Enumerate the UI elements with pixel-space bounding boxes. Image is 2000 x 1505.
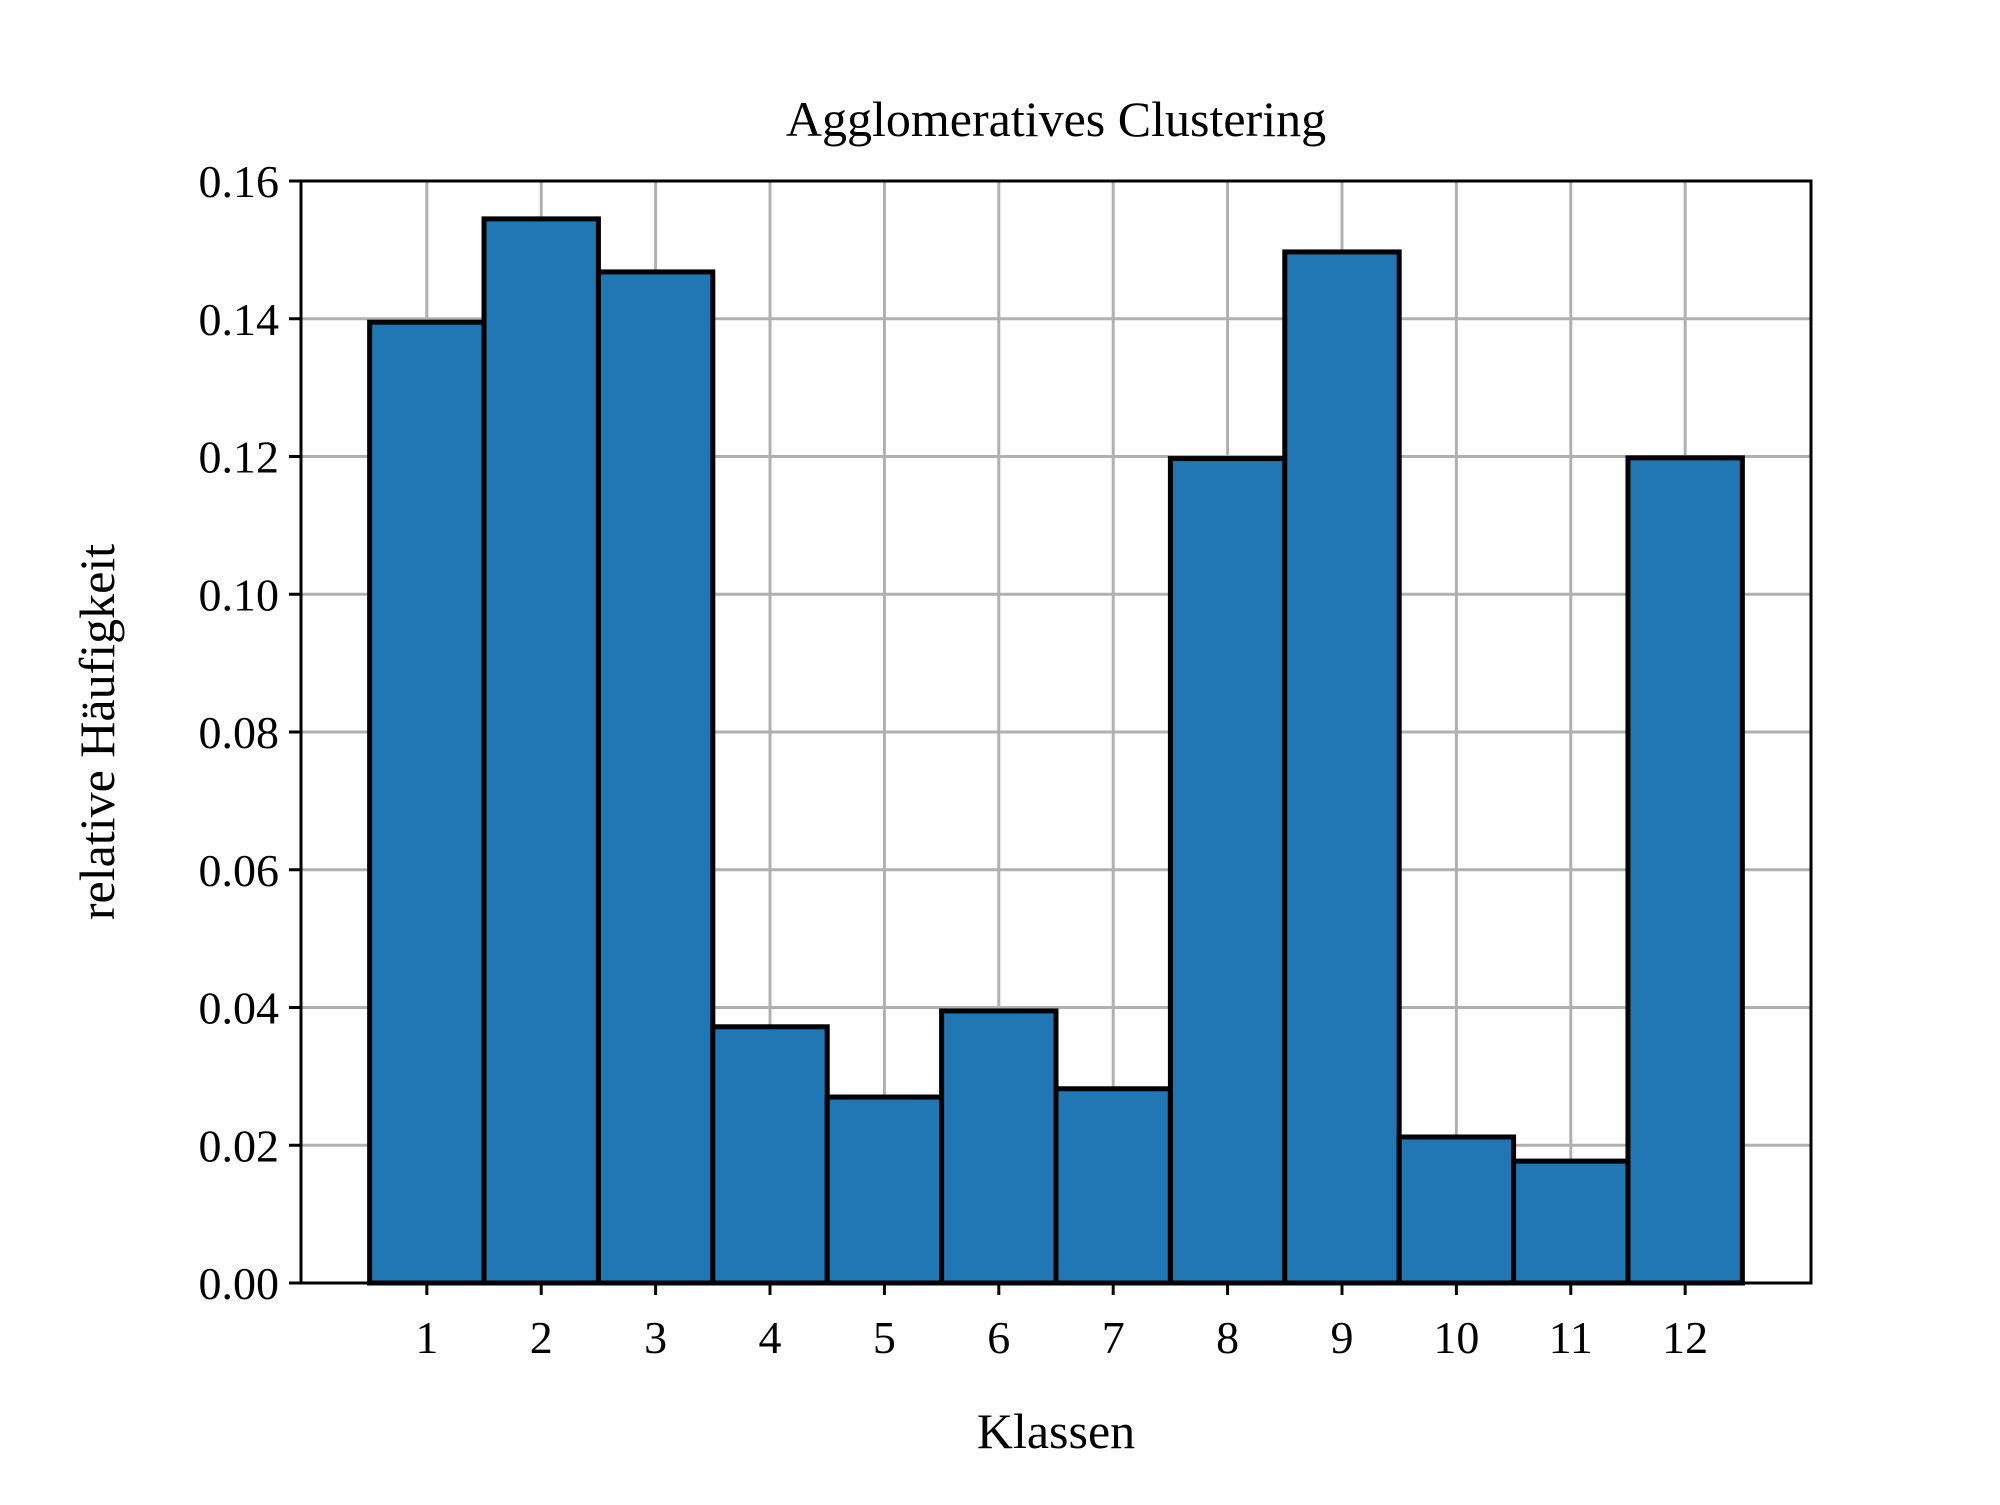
y-axis-ticks: 0.00 0.02 0.04 0.06 0.08 0.10 0.12 0.14 0.16 (199, 156, 301, 1309)
y-tick-label: 0.02 (199, 1120, 280, 1171)
bar-class-11 (1511, 1158, 1631, 1286)
x-tick-label: 8 (1216, 1312, 1239, 1363)
bars (367, 216, 1745, 1286)
bar-class-9 (1282, 249, 1402, 1286)
x-tick-label: 1 (415, 1312, 438, 1363)
bar-class-7 (1053, 1086, 1173, 1286)
x-tick-label: 10 (1433, 1312, 1479, 1363)
chart-title: Agglomeratives Clustering (786, 91, 1326, 147)
bar-class-2 (481, 216, 601, 1286)
x-tick-label: 4 (759, 1312, 782, 1363)
x-tick-label: 6 (987, 1312, 1010, 1363)
x-tick-label: 9 (1330, 1312, 1353, 1363)
y-tick-label: 0.10 (199, 569, 280, 620)
x-tick-label: 2 (530, 1312, 553, 1363)
x-tick-label: 3 (644, 1312, 667, 1363)
y-tick-label: 0.14 (199, 294, 280, 345)
bar-class-12 (1625, 455, 1745, 1286)
bar-class-5 (824, 1094, 945, 1286)
bar-class-3 (595, 269, 716, 1286)
y-axis-label: relative Häufigkeit (69, 544, 125, 920)
y-tick-label: 0.16 (199, 156, 280, 207)
bar-class-6 (939, 1008, 1059, 1286)
y-tick-label: 0.12 (199, 432, 280, 483)
x-tick-label: 12 (1662, 1312, 1708, 1363)
y-tick-label: 0.00 (199, 1258, 280, 1309)
bar-class-8 (1167, 456, 1288, 1286)
bar-class-4 (710, 1024, 830, 1286)
x-axis-label: Klassen (977, 1403, 1135, 1459)
y-tick-label: 0.06 (199, 845, 280, 896)
bar-class-1 (367, 319, 487, 1286)
x-tick-label: 5 (873, 1312, 896, 1363)
x-axis-ticks: 1 2 3 4 5 6 7 8 9 10 11 12 (415, 1283, 1708, 1363)
y-tick-label: 0.04 (199, 983, 280, 1034)
x-tick-label: 11 (1549, 1312, 1593, 1363)
x-tick-label: 7 (1102, 1312, 1125, 1363)
y-tick-label: 0.08 (199, 707, 280, 758)
bar-class-10 (1396, 1134, 1517, 1286)
